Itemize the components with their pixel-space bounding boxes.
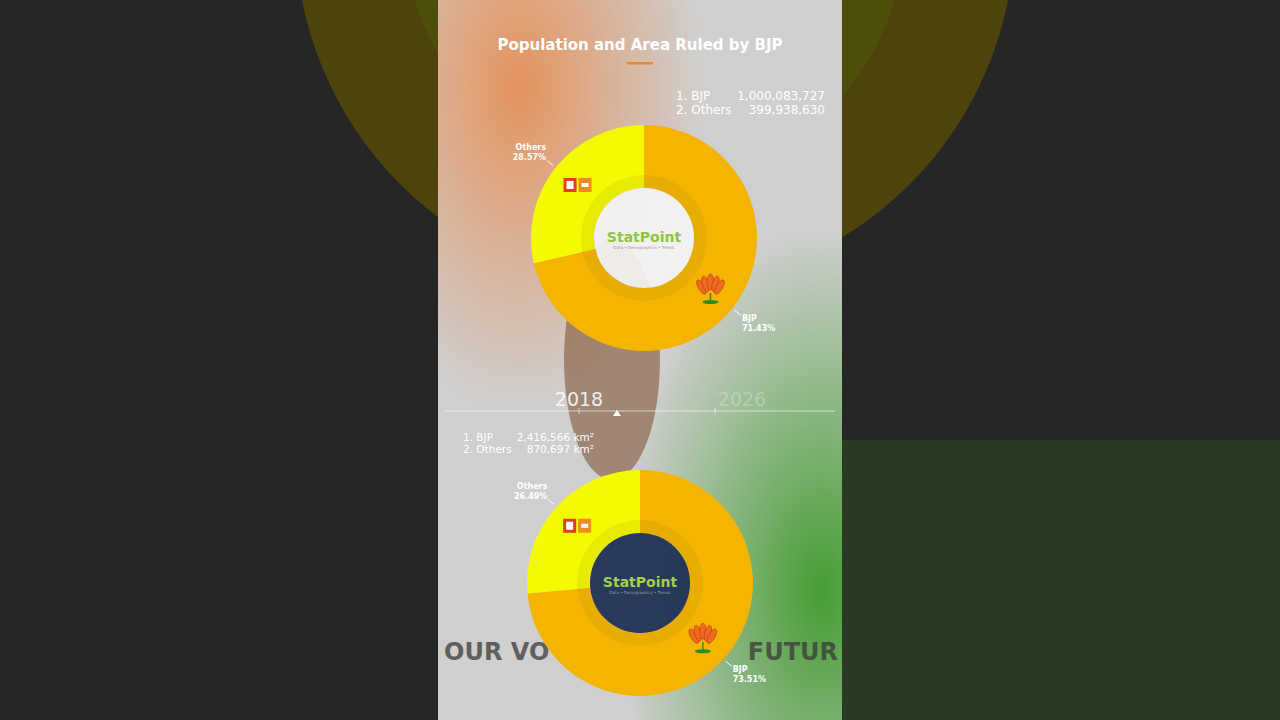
root: OUR VO FUTUR Population and Area Ruled by … [0, 0, 1280, 720]
timeline-line [445, 411, 835, 412]
title-underline [627, 62, 653, 65]
slice-label: BJP [742, 314, 757, 323]
side-background [0, 0, 1280, 720]
slice-label: Others [517, 482, 548, 491]
background-text: OUR VO [444, 638, 549, 666]
label-leader [735, 310, 741, 315]
panel: OUR VO FUTUR [438, 0, 842, 720]
icon-lotus [695, 649, 711, 653]
logo-tagline: Data • Demographics • Trends [613, 245, 674, 250]
icon-flag [582, 183, 589, 187]
timeline-pointer [613, 410, 621, 416]
icon-lotus [713, 278, 727, 295]
panel-background [438, 0, 842, 720]
slice-value: 73.51% [733, 675, 766, 684]
slice-value: 28.57% [513, 153, 546, 162]
legend-label: 2. Others [676, 103, 732, 117]
timeline-label: 2018 [555, 388, 603, 410]
legend-amount: 399,938,630 [749, 103, 825, 117]
slice [527, 470, 753, 696]
icon-flag [563, 519, 576, 533]
panel-tint [438, 0, 842, 720]
icon-lotus [702, 642, 704, 650]
legend-amount: 2,416,566 km² [517, 431, 594, 443]
legend-label: 1. BJP [676, 89, 710, 103]
donut-chart: BJP73.51% Others26.49% StatPointData • Dem… [463, 431, 766, 696]
panel-tint [438, 0, 842, 720]
icon-flag [567, 181, 574, 189]
icon-lotus [705, 628, 719, 645]
label-leader [547, 161, 553, 166]
logo-tagline: Data • Demographics • Trends [609, 590, 670, 595]
legend-label: 1. BJP [463, 431, 493, 443]
logo: StatPoint [603, 574, 678, 590]
legend-amount: 1,000,083,727 [737, 89, 825, 103]
icon-flag [578, 519, 591, 533]
side-decor [840, 440, 1280, 720]
label-leader [726, 661, 732, 666]
center-disc [594, 188, 694, 288]
slice-label: Others [516, 143, 547, 152]
icon-flag [564, 178, 577, 192]
label-leader [548, 500, 554, 505]
inner-band [581, 175, 707, 301]
icon-flag [579, 178, 592, 192]
legend-amount: 870,697 km² [527, 443, 594, 455]
logo: StatPoint [607, 229, 682, 245]
icon-lotus [710, 293, 712, 301]
slice-value: 26.49% [514, 492, 547, 501]
center-disc [590, 533, 690, 633]
icon-lotus [702, 300, 718, 304]
timeline-label: 2026 [718, 388, 766, 410]
icon-flag [566, 522, 573, 530]
inner-band [577, 520, 703, 646]
title: Population and Area Ruled by BJP [497, 36, 782, 54]
legend-label: 2. Others [463, 443, 512, 455]
background-text: FUTUR [748, 638, 838, 666]
donut-chart: BJP71.43% Others28.57% StatPointData • Dem… [513, 89, 825, 351]
slice-label: BJP [733, 665, 748, 674]
icon-flag [581, 524, 588, 528]
timeline-tick [715, 408, 716, 414]
slice-value: 71.43% [742, 324, 775, 333]
canvas: OUR VO FUTUR Population and Area Ruled by … [0, 0, 1280, 720]
